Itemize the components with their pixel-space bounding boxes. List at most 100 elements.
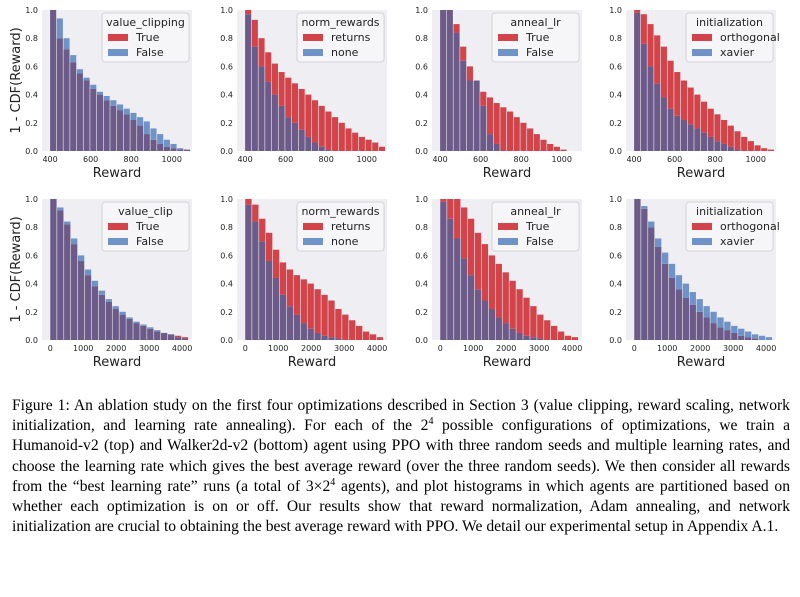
legend-swatch-orthogonal: [692, 223, 712, 230]
bar-True: [488, 255, 496, 309]
bar-returns: [325, 111, 332, 150]
caption-line-8: annealing, and network initialization ar…: [12, 498, 790, 536]
y-tick-label: 0.8: [415, 34, 428, 43]
bar-overlap: [660, 97, 667, 151]
bar-overlap: [724, 330, 731, 340]
bar-overlap: [440, 10, 447, 151]
legend-swatch-False: [108, 238, 128, 245]
x-tick-label: 2000: [496, 344, 516, 353]
legend-swatch-none: [303, 238, 323, 245]
bar-False: [77, 255, 85, 262]
x-axis-label: Reward: [288, 355, 336, 370]
bar-True: [181, 337, 189, 339]
x-tick-label: 4000: [172, 344, 192, 353]
bar-overlap: [150, 139, 157, 151]
bar-overlap: [488, 308, 496, 340]
bar-returns: [312, 100, 319, 143]
bar-overlap: [710, 323, 717, 340]
bar-False: [96, 91, 104, 95]
bar-overlap: [293, 314, 301, 340]
bar-orthogonal: [727, 125, 734, 147]
y-tick-label: 0.2: [220, 308, 233, 317]
chart-panel-6: 0.0 0.2 0.4 0.6 0.8 1.0 0 1000 2000 3000 4000 Rewar…: [220, 195, 387, 370]
bar-True: [493, 103, 500, 144]
bar-True: [447, 199, 454, 219]
x-axis-label: Reward: [677, 166, 725, 181]
bar-xavier: [765, 337, 773, 340]
x-tick-label: 800: [514, 155, 529, 164]
bar-False: [177, 148, 184, 150]
bar-True: [460, 46, 467, 61]
y-tick-label: 0.4: [25, 280, 38, 289]
bar-xavier: [738, 328, 745, 336]
y-tick-label: 0.2: [415, 308, 428, 317]
legend: value_clip True False: [101, 201, 190, 252]
legend-swatch-none: [303, 49, 323, 56]
bar-overlap: [167, 334, 175, 340]
bar-xavier: [703, 306, 710, 318]
bar-True: [564, 335, 572, 340]
y-tick-label: 0.0: [415, 336, 428, 345]
x-tick-label: 1000: [552, 155, 572, 164]
bar-False: [133, 321, 140, 324]
legend: value_clipping True False: [101, 12, 190, 63]
x-tick-label: 1000: [268, 344, 288, 353]
bar-False: [90, 84, 97, 89]
caption-label: Figure 1:: [12, 397, 70, 414]
bar-True: [474, 232, 482, 290]
bar-returns: [293, 275, 301, 315]
bar-True: [481, 244, 489, 301]
chart-panel-3: 0.0 0.2 0.4 0.6 0.8 1.0 400 600 800 1000 Reward ann…: [415, 6, 582, 181]
y-tick-label: 0.2: [220, 119, 233, 128]
x-tick-label: 800: [124, 155, 139, 164]
bar-orthogonal: [694, 94, 701, 129]
bar-overlap: [537, 338, 544, 340]
bar-False: [119, 311, 126, 315]
y-tick-label: 1.0: [609, 6, 622, 15]
legend: initialization orthogonal xavier: [685, 201, 780, 252]
bar-True: [174, 335, 182, 338]
y-tick-label: 0.4: [25, 91, 38, 100]
x-tick-label: 2000: [301, 344, 321, 353]
bar-False: [123, 108, 130, 115]
bar-True: [500, 107, 507, 151]
bar-False: [140, 324, 147, 326]
bar-False: [63, 38, 70, 50]
bar-overlap: [110, 105, 117, 151]
bar-orthogonal: [714, 114, 721, 142]
x-tick-label: 600: [278, 155, 293, 164]
y-tick-label: 1.0: [609, 195, 622, 204]
bar-True: [523, 297, 530, 336]
bar-overlap: [687, 124, 694, 151]
bar-orthogonal: [660, 46, 667, 98]
legend-label-none: none: [331, 235, 359, 248]
bar-overlap: [654, 83, 661, 151]
bar-False: [70, 55, 77, 63]
bar-overlap: [119, 314, 126, 340]
bar-returns: [266, 232, 273, 262]
legend-label-False: False: [136, 46, 164, 59]
legend: initialization orthogonal xavier: [685, 12, 780, 63]
bar-overlap: [440, 201, 447, 340]
legend-label-returns: returns: [331, 220, 371, 233]
bar-overlap: [731, 332, 738, 340]
bar-True: [466, 66, 473, 81]
bar-overlap: [328, 337, 335, 340]
y-tick-label: 0.6: [25, 251, 38, 260]
legend-title: initialization: [696, 205, 763, 218]
bar-xavier: [655, 238, 662, 247]
legend-swatch-returns: [303, 223, 323, 230]
bar-overlap: [163, 146, 170, 151]
bar-overlap: [667, 108, 674, 151]
bar-overlap: [271, 94, 278, 151]
bar-overlap: [83, 80, 90, 151]
bar-returns: [318, 105, 325, 147]
y-tick-label: 1.0: [25, 195, 38, 204]
bar-False: [64, 221, 71, 225]
bar-overlap: [640, 43, 647, 152]
bar-overlap: [694, 128, 701, 151]
bar-overlap: [161, 332, 168, 340]
legend-swatch-orthogonal: [692, 34, 712, 41]
legend-swatch-False: [498, 49, 518, 56]
